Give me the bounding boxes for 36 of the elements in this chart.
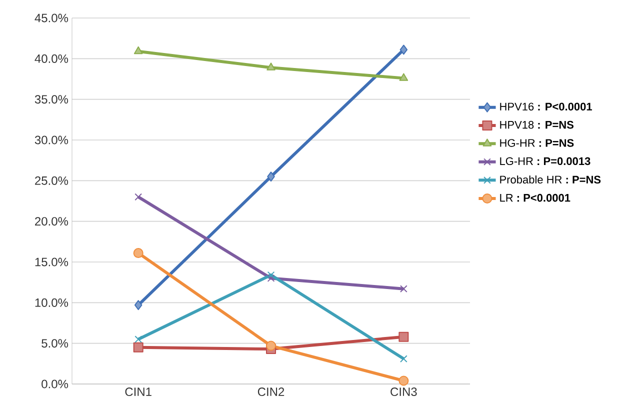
x-tick-label: CIN3	[390, 388, 417, 396]
x-tick-label: CIN1	[125, 388, 152, 396]
point	[266, 340, 276, 351]
legend-label: HPV16 : P<0.0001	[500, 102, 592, 111]
legend-label: HG-HR : P=NS	[500, 139, 574, 147]
y-tick-label: 35.0%	[34, 95, 68, 104]
legend-label: LG-HR : P=0.0013	[500, 157, 590, 166]
point	[133, 248, 144, 258]
legend-label: LR : P<0.0001	[500, 194, 570, 202]
y-tick-label: 20.0%	[35, 217, 68, 226]
point	[400, 44, 408, 55]
y-tick-label: 0.0%	[42, 380, 68, 388]
point	[400, 285, 408, 293]
y-tick-label: 45.0%	[34, 14, 68, 22]
point	[266, 62, 276, 70]
point	[400, 355, 408, 362]
point	[398, 332, 409, 342]
y-tick-label: 25.0%	[35, 176, 68, 185]
point	[267, 271, 275, 279]
y-tick-label: 10.0%	[35, 298, 68, 307]
legend-label: HPV18 : P=NS	[500, 120, 574, 129]
y-tick-label: 15.0%	[35, 258, 68, 266]
point	[134, 193, 142, 201]
point	[133, 342, 144, 352]
point	[267, 172, 275, 182]
point	[399, 73, 408, 81]
legend-label: Probable HR : P=NS	[500, 175, 601, 184]
y-tick-label: 30.0%	[34, 136, 68, 144]
y-tick-label: 40.0%	[34, 54, 68, 63]
point	[134, 46, 143, 54]
point	[398, 376, 409, 386]
point	[267, 274, 275, 282]
x-tick-label: CIN2	[258, 388, 284, 396]
point	[134, 300, 142, 310]
y-tick-label: 5.0%	[42, 339, 68, 348]
point	[134, 336, 142, 343]
